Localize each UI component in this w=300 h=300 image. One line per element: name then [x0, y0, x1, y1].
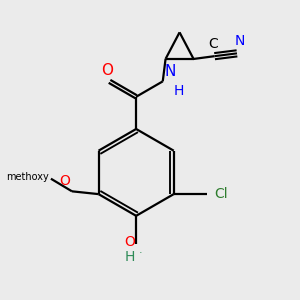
Text: H: H — [124, 250, 135, 264]
Text: H: H — [174, 84, 184, 98]
Text: O: O — [124, 236, 135, 249]
Text: C: C — [208, 37, 218, 51]
Text: O: O — [60, 174, 70, 188]
Text: methoxy: methoxy — [6, 172, 49, 182]
Text: N: N — [164, 64, 176, 79]
Text: Cl: Cl — [214, 187, 228, 201]
Text: O: O — [101, 63, 113, 78]
Text: N: N — [235, 34, 245, 48]
Text: ·: · — [138, 248, 142, 258]
